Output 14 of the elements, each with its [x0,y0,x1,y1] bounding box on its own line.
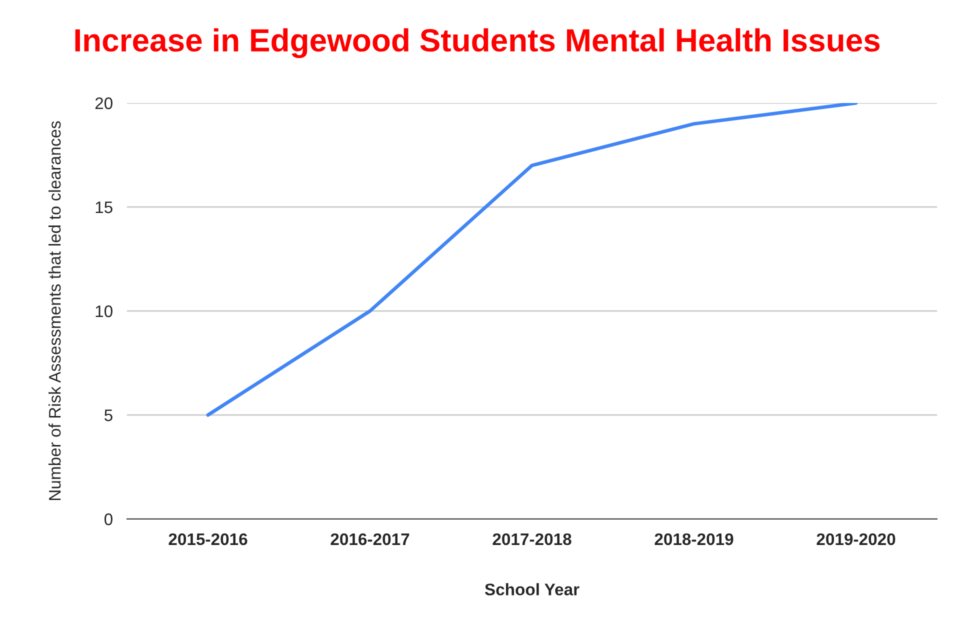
line-series [206,103,858,417]
x-tick-label: 2015-2016 [168,533,248,546]
chart-title: Increase in Edgewood Students Mental Health Issues [75,28,880,58]
y-axis-title: Number of Risk Assessments that led to clearances [48,121,61,500]
y-tick-label: 15 [96,202,112,214]
x-tick-label: 2016-2017 [330,533,410,546]
x-tick-label: 2017-2018 [492,533,572,546]
x-tick-label: 2018-2019 [654,533,734,546]
y-tick-label: 5 [104,410,112,422]
y-tick-label: 0 [104,513,112,526]
x-axis-title: School Year [484,583,580,596]
y-tick-label: 10 [96,305,112,318]
x-tick-label: 2019-2020 [816,533,896,546]
y-tick-label: 20 [95,97,112,110]
